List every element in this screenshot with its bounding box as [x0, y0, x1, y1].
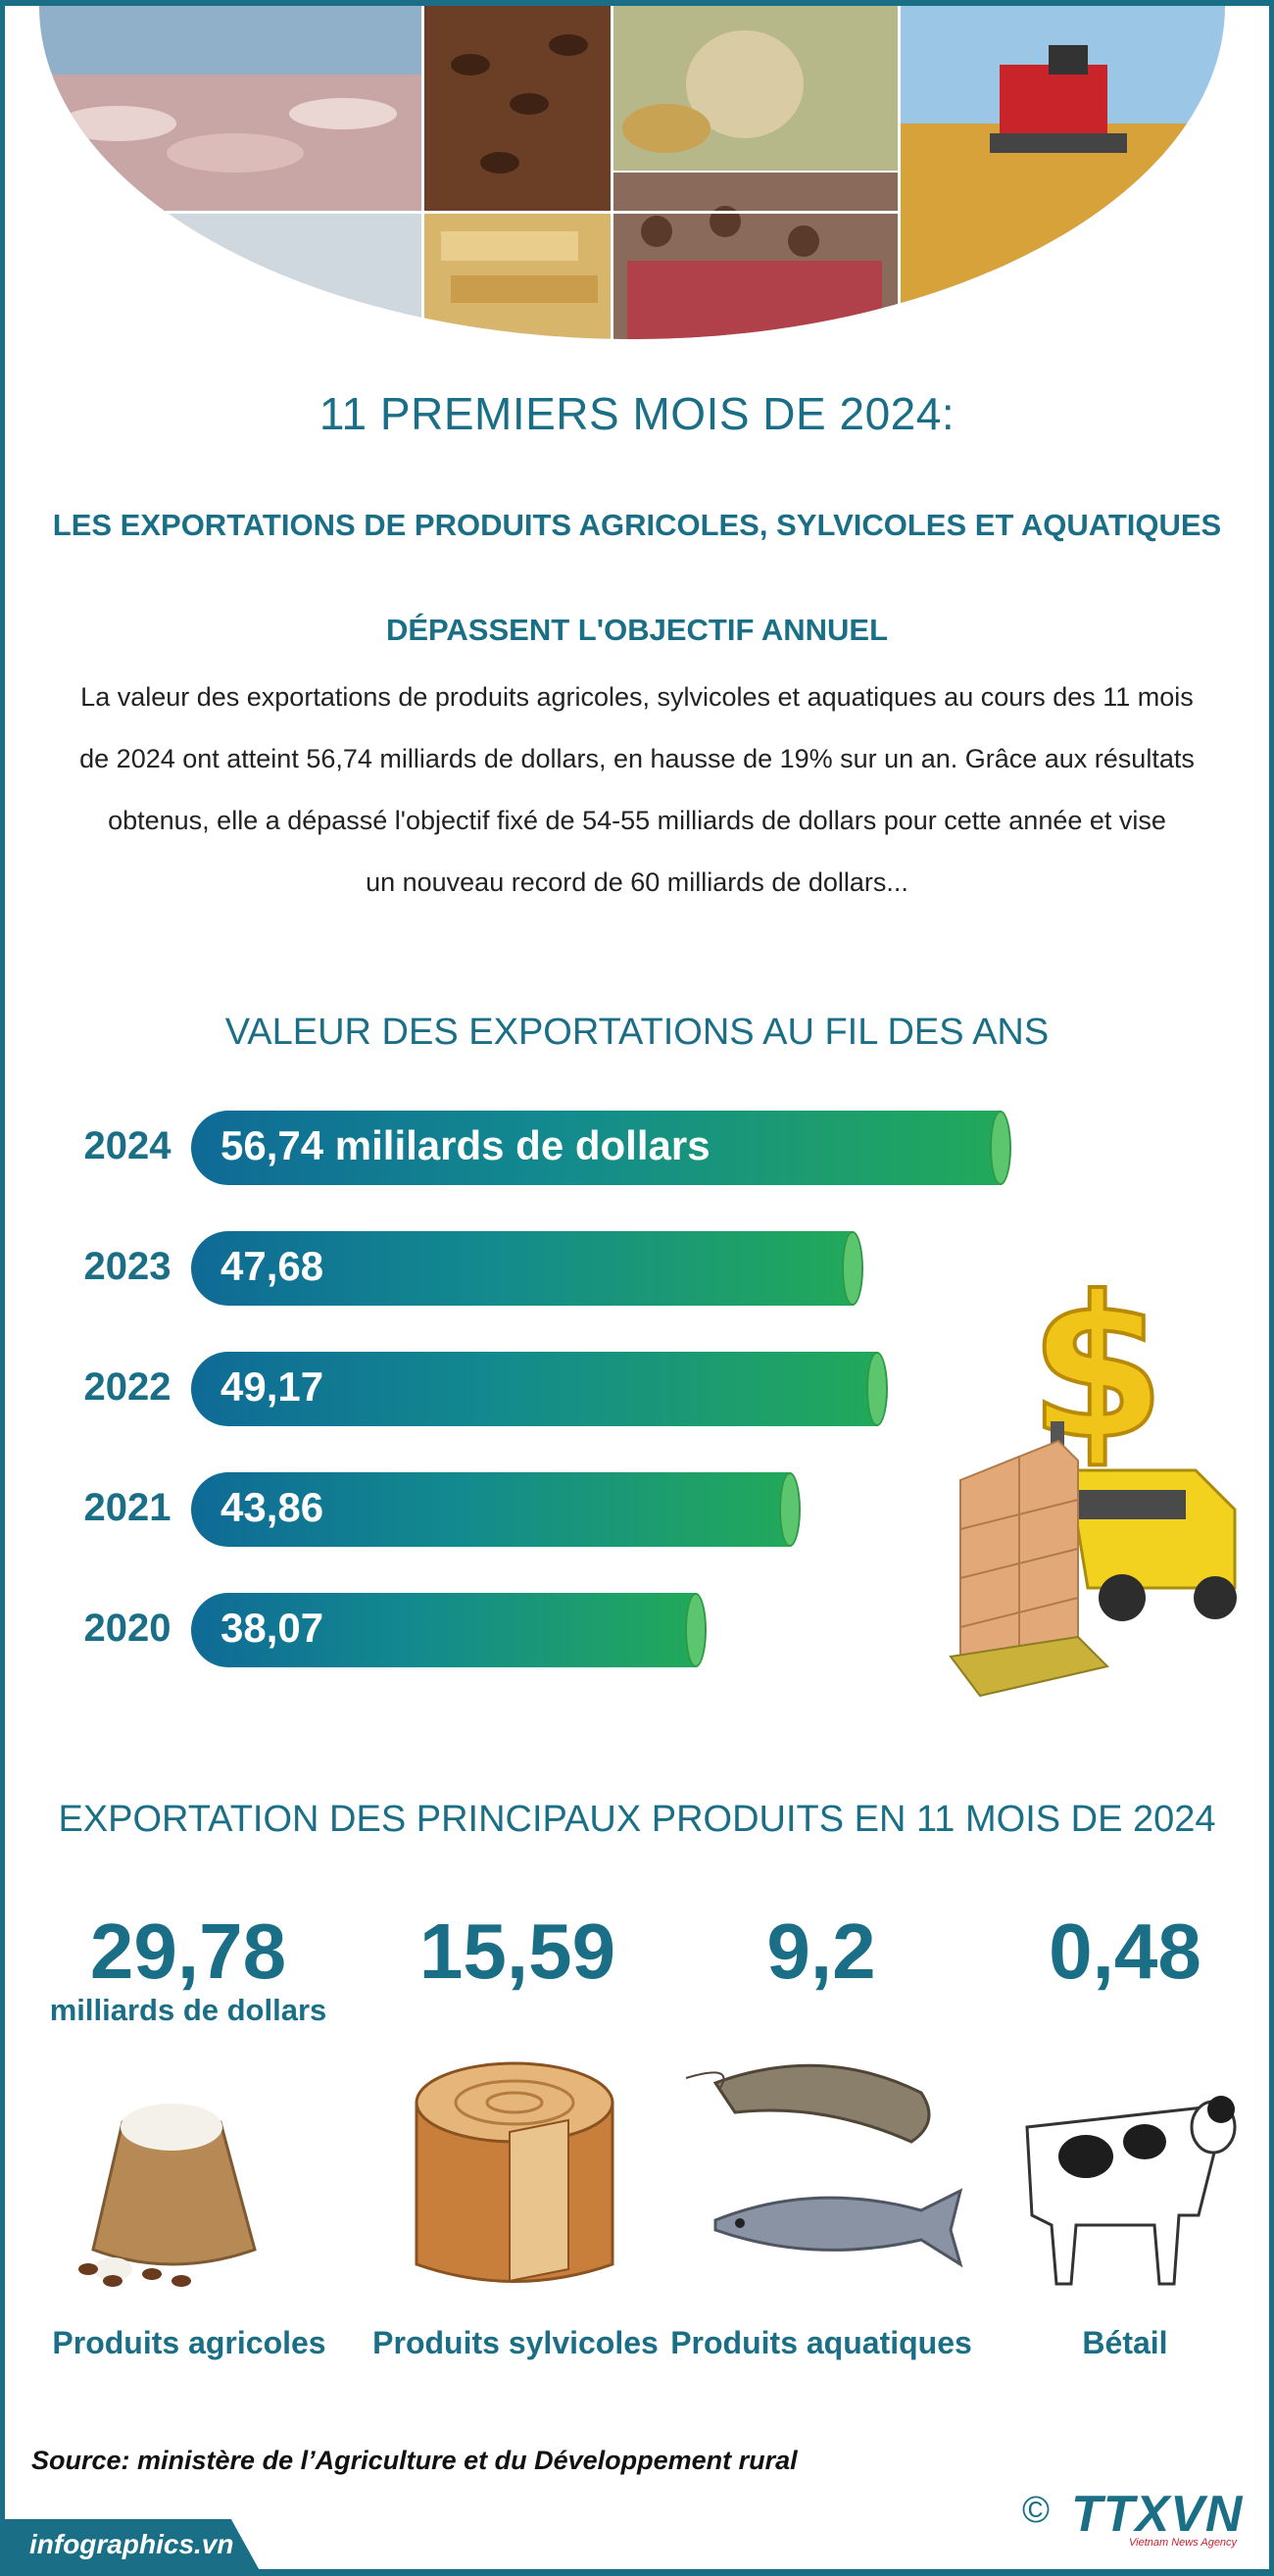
bar-year-label: 2020 [83, 1607, 172, 1650]
bar-year-label: 2022 [83, 1365, 172, 1409]
copyright-icon: © [1022, 2490, 1050, 2531]
site-link[interactable]: infographics.vn [29, 2529, 234, 2559]
products-title: EXPORTATION DES PRINCIPAUX PRODUITS EN 1… [58, 1799, 1216, 1840]
bar-end-cap [866, 1352, 888, 1426]
intro-line: un nouveau record de 60 milliards de dol… [366, 867, 908, 897]
bar-year-label: 2023 [83, 1245, 172, 1288]
product-name-sylvicoles: Produits sylvicoles [372, 2325, 659, 2360]
intro-paragraph: La valeur des exportations de produits a… [49, 667, 1225, 914]
intro-line: La valeur des exportations de produits a… [80, 682, 1194, 712]
bar-end-cap [842, 1231, 863, 1306]
forklift-dollar-icon: $ [949, 1264, 1237, 1698]
page-subtitle: LES EXPORTATIONS DE PRODUITS AGRICOLES, … [52, 508, 1222, 542]
wood-stump-icon [415, 2061, 614, 2283]
rice-sack-icon [78, 2104, 257, 2287]
product-value-agricoles: 29,78 [89, 1907, 287, 1995]
chart-title: VALEUR DES EXPORTATIONS AU FIL DES ANS [224, 1012, 1050, 1053]
bar-2024: 56,74 mililards de dollars [191, 1111, 1001, 1185]
shrimp-fish-icon [685, 2063, 963, 2268]
bar-row-2020: 2020 38,07 [0, 1593, 1274, 1667]
intro-line: obtenus, elle a dépassé l'objectif fixé … [108, 806, 1166, 835]
bar-2021: 43,86 [191, 1472, 790, 1547]
product-name-betail: Bétail [1082, 2325, 1168, 2360]
bar-row-2024: 2024 56,74 mililards de dollars [0, 1111, 1274, 1185]
site-tab [0, 2519, 263, 2576]
bar-end-cap [990, 1111, 1011, 1185]
product-unit: milliards de dollars [49, 1993, 327, 2027]
bar-end-cap [779, 1472, 801, 1547]
agency-logo-subtitle: Vietnam News Agency [1129, 2537, 1238, 2549]
product-name-agricoles: Produits agricoles [52, 2325, 326, 2360]
agency-logo: TTXVN [1071, 2486, 1244, 2543]
bar-value-label: 49,17 [220, 1363, 324, 1410]
bar-row-2021: 2021 43,86 [0, 1472, 1274, 1547]
intro-line: de 2024 ont atteint 56,74 milliards de d… [79, 744, 1195, 773]
bar-end-cap [685, 1593, 707, 1667]
source-note: Source: ministère de l’Agriculture et du… [31, 2446, 798, 2475]
product-value-sylvicoles: 15,59 [418, 1907, 616, 1995]
bar-value-label: 56,74 mililards de dollars [220, 1122, 710, 1168]
product-value-betail: 0,48 [1049, 1907, 1201, 1995]
page-title: 11 PREMIERS MOIS DE 2024: [318, 388, 956, 439]
bar-year-label: 2021 [83, 1486, 172, 1529]
product-value-aquatiques: 9,2 [766, 1907, 876, 1995]
bar-year-label: 2024 [83, 1124, 172, 1167]
bar-value-label: 38,07 [220, 1605, 324, 1651]
bar-value-label: 43,86 [220, 1484, 324, 1530]
product-name-aquatiques: Produits aquatiques [670, 2325, 972, 2360]
bar-2022: 49,17 [191, 1352, 877, 1426]
bar-2020: 38,07 [191, 1593, 696, 1667]
bar-row-2023: 2023 47,68 [0, 1231, 1274, 1306]
page-subtitle-2: DÉPASSENT L'OBJECTIF ANNUEL [385, 613, 888, 647]
cow-icon [1025, 2096, 1237, 2286]
bottom-rule [245, 2569, 1274, 2576]
bar-2023: 47,68 [191, 1231, 853, 1306]
bar-row-2022: 2022 49,17 [0, 1352, 1274, 1426]
bar-value-label: 47,68 [220, 1243, 324, 1289]
